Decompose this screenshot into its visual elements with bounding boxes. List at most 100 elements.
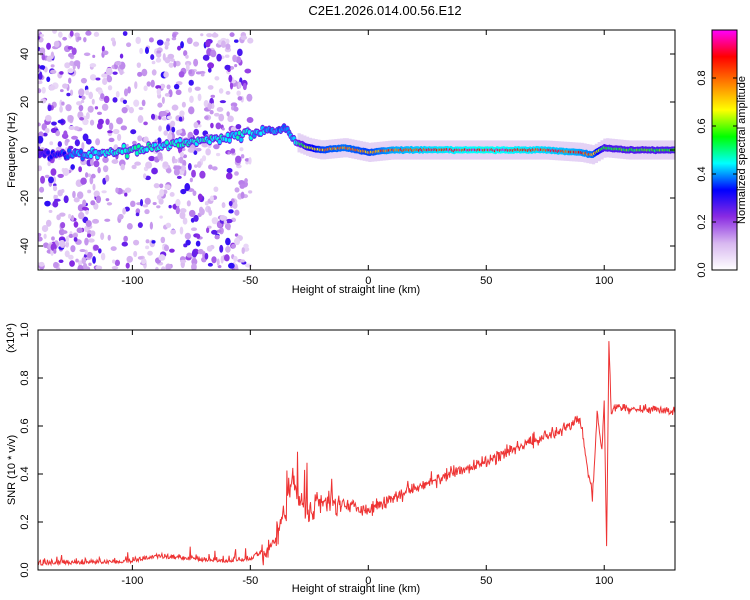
- heatmap-noise-point: [193, 128, 199, 136]
- heatmap-noise-point: [126, 222, 133, 230]
- heatmap-noise-point: [127, 86, 131, 94]
- heatmap-noise-point: [76, 101, 83, 106]
- heatmap-noise-point: [125, 143, 129, 148]
- heatmap-noise-point: [163, 244, 170, 252]
- heatmap-noise-point: [48, 209, 53, 214]
- heatmap-noise-point: [223, 220, 228, 224]
- heatmap-noise-point: [225, 245, 231, 253]
- heatmap-noise-point: [95, 265, 103, 270]
- heatmap-noise-point: [124, 187, 132, 193]
- heatmap-noise-point: [101, 103, 109, 111]
- heatmap-noise-point: [183, 50, 188, 57]
- heatmap-noise-point: [182, 217, 188, 225]
- heatmap-noise-point: [88, 262, 92, 266]
- heatmap-noise-point: [80, 99, 85, 104]
- heatmap-noise-point: [237, 48, 243, 57]
- heatmap-noise-point: [187, 162, 192, 171]
- heatmap-noise-point: [209, 109, 214, 115]
- heatmap-noise-point: [131, 164, 137, 170]
- heatmap-noise-point: [82, 199, 87, 207]
- heatmap-noise-point: [65, 241, 70, 248]
- heatmap-noise-point: [52, 200, 59, 208]
- heatmap-noise-point: [232, 54, 238, 63]
- heatmap-noise-point: [95, 138, 101, 146]
- heatmap-noise-point: [39, 65, 46, 70]
- heatmap-noise-point: [165, 222, 172, 228]
- heatmap-noise-point: [133, 250, 138, 258]
- heatmap-noise-point: [66, 92, 71, 97]
- heatmap-noise-point: [170, 120, 176, 128]
- heatmap-noise-point: [227, 151, 231, 155]
- heatmap-noise-point: [114, 259, 121, 267]
- heatmap-noise-point: [191, 263, 197, 270]
- heatmap-noise-point: [42, 132, 48, 137]
- heatmap-noise-point: [167, 132, 173, 141]
- heatmap-noise-point: [214, 234, 220, 240]
- heatmap-noise-point: [244, 178, 248, 183]
- heatmap-noise-point: [73, 237, 78, 242]
- heatmap-noise-point: [246, 93, 253, 102]
- heatmap-noise-point: [134, 81, 138, 90]
- heatmap-noise-point: [81, 142, 85, 150]
- heatmap-noise-point: [170, 58, 175, 62]
- heatmap-noise-point: [141, 99, 146, 107]
- heatmap-noise-point: [87, 238, 95, 243]
- heatmap-noise-point: [53, 248, 57, 254]
- heatmap-noise-point: [115, 90, 120, 98]
- snr-frame: [37, 329, 676, 571]
- heatmap-noise-point: [240, 35, 248, 40]
- heatmap-noise-point: [188, 209, 196, 218]
- heatmap-noise-point: [64, 62, 71, 69]
- heatmap-ridge-core: [207, 139, 212, 145]
- heatmap-noise-point: [38, 261, 45, 267]
- heatmap-noise-point: [197, 193, 203, 201]
- heatmap-noise-point: [215, 122, 222, 130]
- heatmap-noise-point: [133, 239, 140, 246]
- heatmap-noise-point: [218, 88, 224, 94]
- heatmap-noise-point: [101, 45, 105, 53]
- heatmap-noise-point: [231, 79, 236, 84]
- heatmap-noise-point: [213, 186, 219, 193]
- heatmap-noise-point: [197, 248, 204, 255]
- heatmap-noise-point: [136, 62, 142, 68]
- heatmap-noise-point: [87, 189, 92, 194]
- heatmap-ridge-core: [125, 154, 129, 159]
- heatmap-noise-point: [202, 54, 210, 61]
- heatmap-noise-point: [194, 86, 201, 91]
- heatmap-noise-point: [96, 111, 103, 116]
- heatmap-noise-point: [175, 206, 180, 215]
- heatmap-noise-point: [179, 110, 185, 117]
- heatmap-noise-point: [125, 262, 130, 269]
- heatmap-noise-point: [189, 177, 193, 183]
- snr-y-label: SNR (10 * v/v): [6, 435, 18, 505]
- heatmap-ridge-core: [259, 131, 263, 136]
- heatmap-ridge-core: [224, 137, 229, 142]
- heatmap-noise-point: [50, 64, 55, 68]
- heatmap-noise-point: [186, 37, 193, 45]
- heatmap-noise-point: [92, 256, 96, 264]
- heatmap-noise-point: [111, 159, 119, 165]
- heatmap-noise-point: [104, 218, 111, 222]
- heatmap-noise-point: [166, 84, 171, 90]
- heatmap-noise-point: [79, 248, 86, 253]
- heatmap-noise-point: [67, 68, 74, 74]
- heatmap-noise-point: [229, 81, 234, 90]
- heatmap-noise-point: [50, 168, 57, 176]
- heatmap-noise-point: [184, 232, 192, 240]
- heatmap-noise-point: [155, 266, 159, 270]
- heatmap-noise-point: [68, 213, 72, 219]
- heatmap-noise-point: [58, 239, 66, 248]
- heatmap-noise-point: [102, 77, 108, 86]
- heatmap-noise-point: [225, 38, 230, 45]
- heatmap-noise-point: [220, 255, 224, 264]
- heatmap-ridge-core: [236, 135, 240, 140]
- heatmap-noise-point: [50, 127, 57, 134]
- heatmap-noise-point: [248, 190, 253, 194]
- heatmap-noise-point: [221, 127, 225, 131]
- heatmap-noise-point: [50, 69, 57, 74]
- heatmap-noise-point: [108, 137, 115, 143]
- heatmap-noise-point: [78, 88, 85, 97]
- heatmap-noise-point: [46, 76, 51, 82]
- heatmap-noise-point: [208, 164, 213, 170]
